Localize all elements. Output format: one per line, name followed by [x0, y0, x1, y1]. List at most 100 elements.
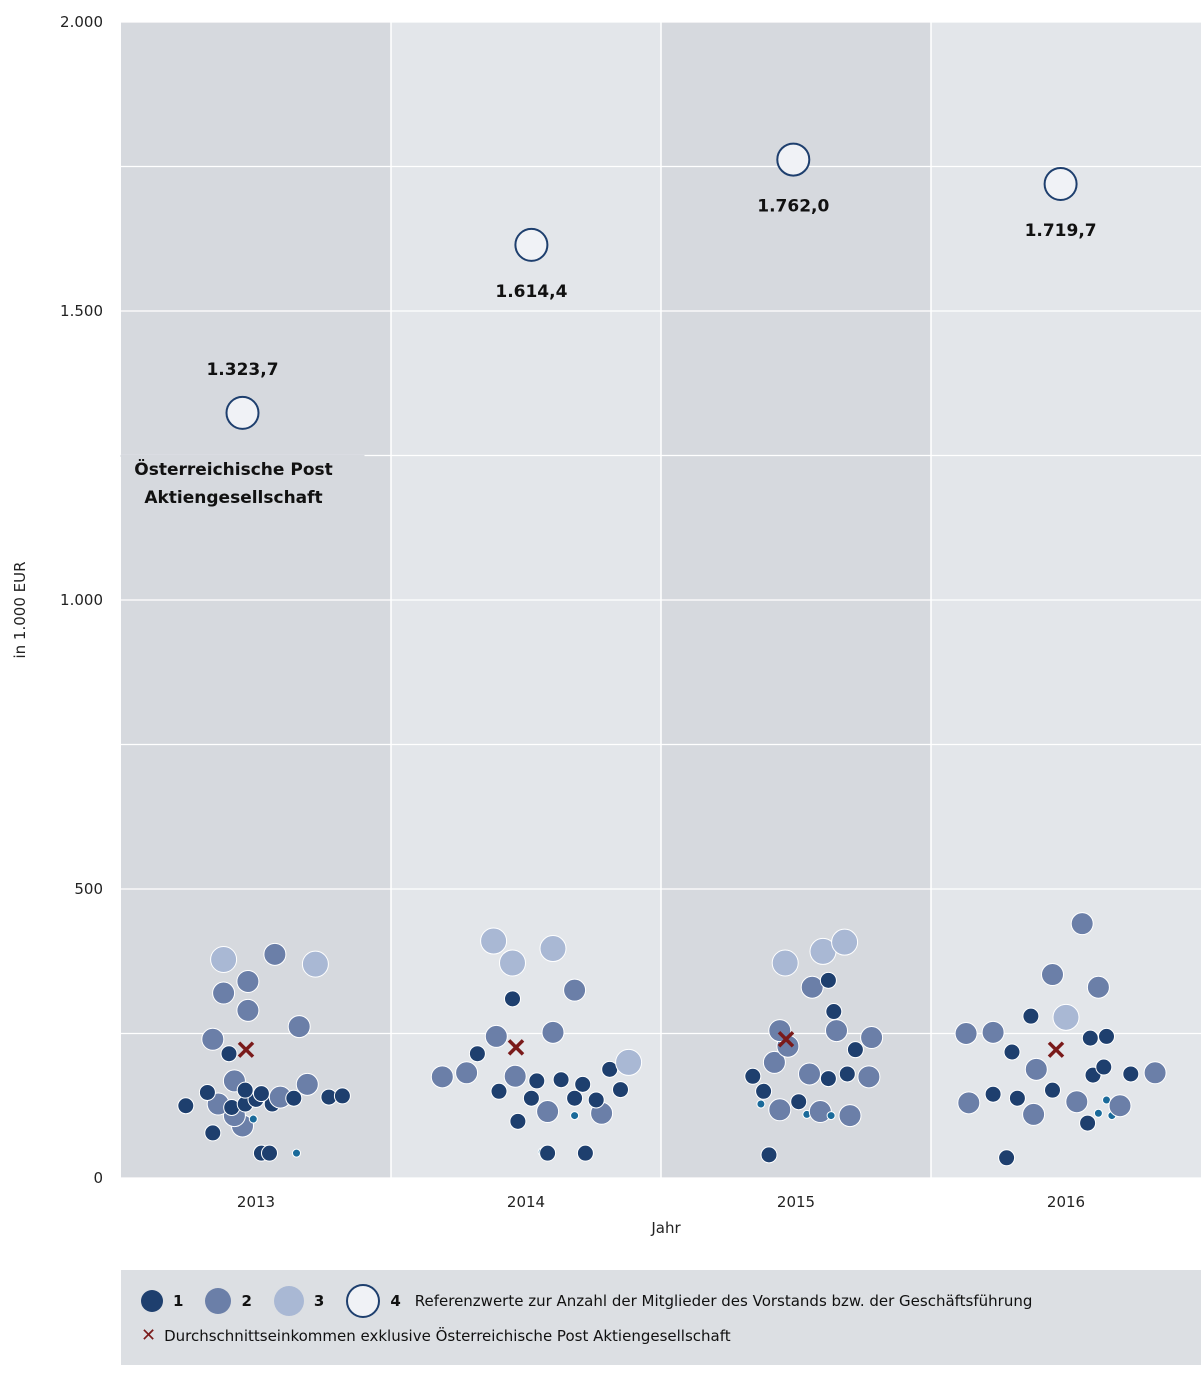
data-point — [984, 1085, 1002, 1103]
data-point — [1081, 1029, 1099, 1047]
data-point — [756, 1099, 766, 1109]
data-point — [1022, 1007, 1040, 1025]
data-point — [212, 981, 236, 1005]
data-point — [760, 1146, 778, 1164]
data-point — [1024, 1057, 1048, 1081]
reference-point — [1043, 167, 1078, 202]
legend-label-1: 1 — [173, 1292, 184, 1310]
data-point — [1008, 1089, 1026, 1107]
data-point — [998, 1149, 1016, 1167]
data-point — [522, 1089, 540, 1107]
data-point — [504, 990, 521, 1008]
data-point — [838, 1104, 862, 1128]
data-point — [201, 1027, 225, 1051]
data-point — [957, 1091, 981, 1115]
legend-item-3: 3 — [273, 1286, 324, 1316]
data-point — [484, 1024, 508, 1048]
x-tick-label: 2015 — [777, 1193, 815, 1211]
data-point — [536, 1100, 560, 1124]
data-point — [819, 1070, 837, 1088]
legend-average-description: Durchschnittseinkommen exklusive Österre… — [164, 1327, 731, 1345]
data-point — [503, 1064, 527, 1088]
data-point — [263, 942, 287, 966]
data-point — [819, 971, 837, 989]
data-point — [430, 1065, 454, 1089]
reference-value-label: 1.719,7 — [1025, 221, 1097, 241]
legend-average-row: ✕ Durchschnittseinkommen exklusive Öster… — [141, 1327, 731, 1346]
data-point — [220, 1045, 238, 1063]
y-tick-label: 0 — [93, 1169, 103, 1187]
data-point — [587, 1091, 605, 1109]
data-point — [252, 1085, 270, 1103]
reference-name-label: Österreichische Post — [134, 458, 333, 480]
data-point — [566, 1089, 584, 1107]
data-point — [1070, 912, 1094, 936]
data-point — [800, 975, 824, 999]
data-point — [798, 1062, 821, 1086]
data-point — [762, 1050, 786, 1074]
data-point — [261, 1144, 278, 1162]
data-point — [1044, 1081, 1061, 1099]
data-point — [552, 1071, 570, 1089]
data-point — [204, 1124, 222, 1142]
data-point — [509, 1112, 527, 1130]
y-tick-label: 1.000 — [60, 591, 103, 609]
data-point — [1065, 1090, 1089, 1114]
data-point — [860, 1026, 884, 1050]
data-point — [1143, 1061, 1167, 1085]
data-point — [301, 950, 329, 978]
legend-size-description: Referenzwerte zur Anzahl der Mitglieder … — [414, 1292, 1033, 1310]
data-point — [333, 1087, 351, 1105]
data-point — [1108, 1094, 1132, 1118]
data-point — [539, 1144, 557, 1162]
reference-name-label: Aktiengesellschaft — [144, 488, 322, 508]
data-point — [248, 1114, 258, 1124]
average-marker — [507, 1039, 525, 1056]
data-point — [236, 1081, 254, 1099]
reference-value-label: 1.614,4 — [495, 282, 567, 302]
data-point — [857, 1065, 881, 1089]
y-tick-label: 2.000 — [60, 13, 103, 31]
data-point — [790, 1093, 808, 1111]
legend-item-2: 2 — [205, 1288, 252, 1314]
data-point — [576, 1144, 594, 1162]
data-point — [981, 1020, 1005, 1044]
data-point — [954, 1022, 978, 1045]
data-point — [528, 1072, 546, 1090]
data-point — [1079, 1114, 1097, 1132]
data-point — [1122, 1065, 1140, 1083]
data-point — [1041, 963, 1064, 987]
reference-point — [514, 227, 549, 262]
reference-point — [776, 142, 811, 177]
data-point — [1086, 975, 1110, 999]
data-point — [1052, 1003, 1080, 1031]
average-marker — [237, 1041, 255, 1058]
x-tick-label: 2016 — [1047, 1193, 1085, 1211]
data-point — [826, 1111, 836, 1121]
data-point — [468, 1045, 486, 1063]
legend: 1 2 3 4 Referenzwerte zur Anzahl der Mit… — [121, 1270, 1201, 1365]
data-point — [285, 1089, 303, 1107]
reference-value-label: 1.323,7 — [206, 360, 278, 380]
data-point — [295, 1072, 319, 1096]
data-point — [236, 969, 260, 993]
y-tick-label: 500 — [74, 880, 103, 898]
reference-point — [225, 395, 260, 430]
data-point — [838, 1065, 856, 1083]
legend-item-4: 4 — [346, 1284, 401, 1318]
data-point — [570, 1111, 580, 1121]
data-point — [499, 949, 526, 977]
reference-name-backdrop — [120, 454, 365, 457]
data-point — [1093, 1108, 1103, 1118]
average-marker — [777, 1031, 795, 1048]
data-point — [236, 998, 260, 1022]
data-point — [768, 1098, 792, 1122]
data-point — [287, 1015, 311, 1039]
data-point — [825, 1003, 843, 1021]
data-point — [574, 1075, 592, 1093]
data-point — [490, 1082, 508, 1100]
data-point — [541, 1020, 565, 1044]
data-point — [1095, 1058, 1113, 1076]
x-tick-label: 2014 — [507, 1193, 545, 1211]
data-point — [177, 1097, 195, 1115]
